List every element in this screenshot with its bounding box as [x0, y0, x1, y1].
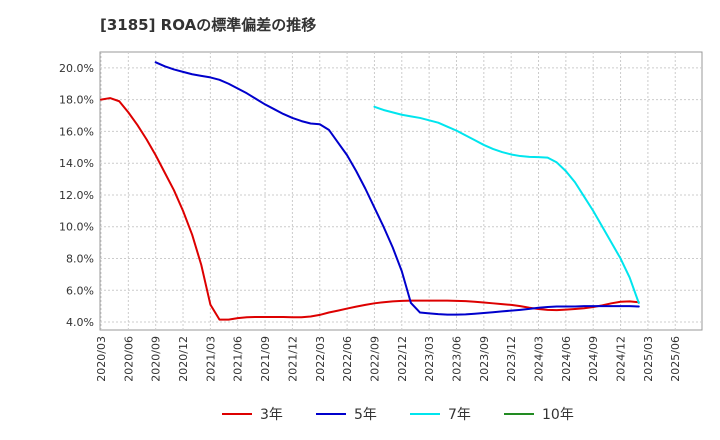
- x-tick-label: 2021/12: [286, 336, 299, 382]
- x-tick-label: 2024/12: [615, 336, 628, 382]
- y-tick-label: 16.0%: [59, 125, 94, 138]
- x-tick-label: 2021/09: [259, 336, 272, 382]
- x-tick-label: 2024/06: [560, 336, 573, 382]
- x-tick-label: 2023/06: [450, 336, 463, 382]
- x-tick-label: 2022/09: [368, 336, 381, 382]
- x-tick-label: 2021/06: [232, 336, 245, 382]
- x-tick-label: 2022/03: [314, 336, 327, 382]
- y-tick-label: 6.0%: [66, 284, 94, 297]
- x-tick-label: 2020/06: [122, 336, 135, 382]
- x-tick-labels: 2020/03 2020/06 2020/09 2020/12 2021/03 2021/…: [95, 336, 682, 382]
- y-tick-label: 12.0%: [59, 189, 94, 202]
- plot-area: [99, 51, 703, 331]
- y-tick-label: 20.0%: [59, 62, 94, 75]
- x-tick-label: 2021/03: [204, 336, 217, 382]
- series-line-5年: [154, 61, 640, 316]
- x-tick-label: 2022/12: [396, 336, 409, 382]
- x-tick-label: 2024/03: [533, 336, 546, 382]
- x-tick-label: 2025/06: [669, 336, 682, 382]
- y-tick-label: 10.0%: [59, 221, 94, 234]
- x-tick-label: 2023/09: [478, 336, 491, 382]
- x-tick-label: 2024/09: [587, 336, 600, 382]
- series-line-3年: [100, 97, 640, 321]
- y-tick-label: 18.0%: [59, 94, 94, 107]
- legend-label: 10年: [542, 407, 574, 423]
- legend: 3年 5年 7年 10年: [222, 407, 574, 423]
- y-tick-labels: 4.0% 6.0% 8.0% 10.0% 12.0% 14.0% 16.0% 18.0% 20.…: [59, 62, 94, 329]
- x-tick-label: 2023/03: [423, 336, 436, 382]
- x-tick-label: 2020/09: [150, 336, 163, 382]
- series-line-7年: [373, 105, 640, 304]
- y-tick-label: 14.0%: [59, 157, 94, 170]
- x-tick-label: 2023/12: [505, 336, 518, 382]
- x-tick-label: 2020/03: [95, 336, 108, 382]
- legend-label: 5年: [354, 407, 377, 423]
- y-tick-label: 4.0%: [66, 316, 94, 329]
- x-tick-label: 2022/06: [341, 336, 354, 382]
- y-tick-label: 8.0%: [66, 253, 94, 266]
- legend-label: 7年: [448, 407, 471, 423]
- x-tick-label: 2020/12: [177, 336, 190, 382]
- x-tick-label: 2025/03: [642, 336, 655, 382]
- series-lines: [100, 61, 640, 321]
- legend-label: 3年: [260, 407, 283, 423]
- chart-title: [3185] ROAの標準偏差の推移: [100, 16, 317, 34]
